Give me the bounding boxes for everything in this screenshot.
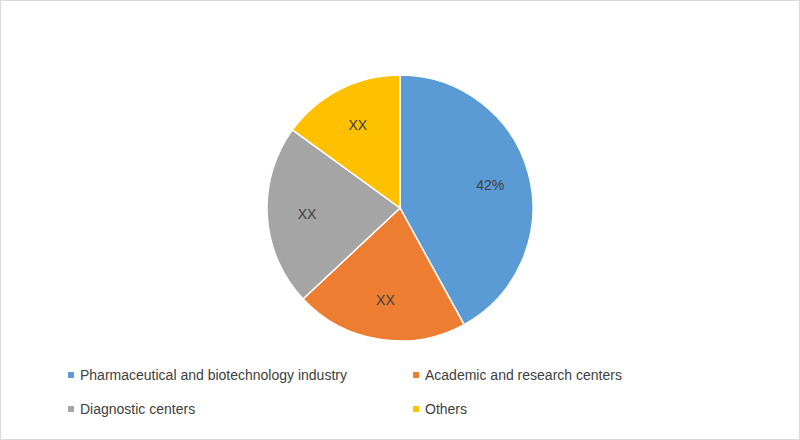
legend-label: Pharmaceutical and biotechnology industr…	[80, 367, 347, 383]
legend-label: Diagnostic centers	[80, 401, 195, 417]
legend-marker	[413, 406, 419, 412]
pie-slice	[292, 75, 400, 208]
data-label: XX	[298, 206, 317, 222]
legend: Pharmaceutical and biotechnology industr…	[68, 367, 622, 417]
data-label: 42%	[476, 177, 504, 193]
legend-marker	[68, 372, 74, 378]
pie	[267, 75, 533, 341]
legend-marker	[68, 406, 74, 412]
legend-label: Others	[425, 401, 467, 417]
data-label: XX	[376, 292, 395, 308]
chart-frame	[1, 1, 800, 440]
legend-marker	[413, 372, 419, 378]
data-labels: 42% XX XX XX	[298, 117, 504, 308]
legend-label: Academic and research centers	[425, 367, 622, 383]
data-label: XX	[348, 117, 367, 133]
chart: 42% XX XX XX Pharmaceutical and biotechnolog…	[0, 0, 800, 440]
